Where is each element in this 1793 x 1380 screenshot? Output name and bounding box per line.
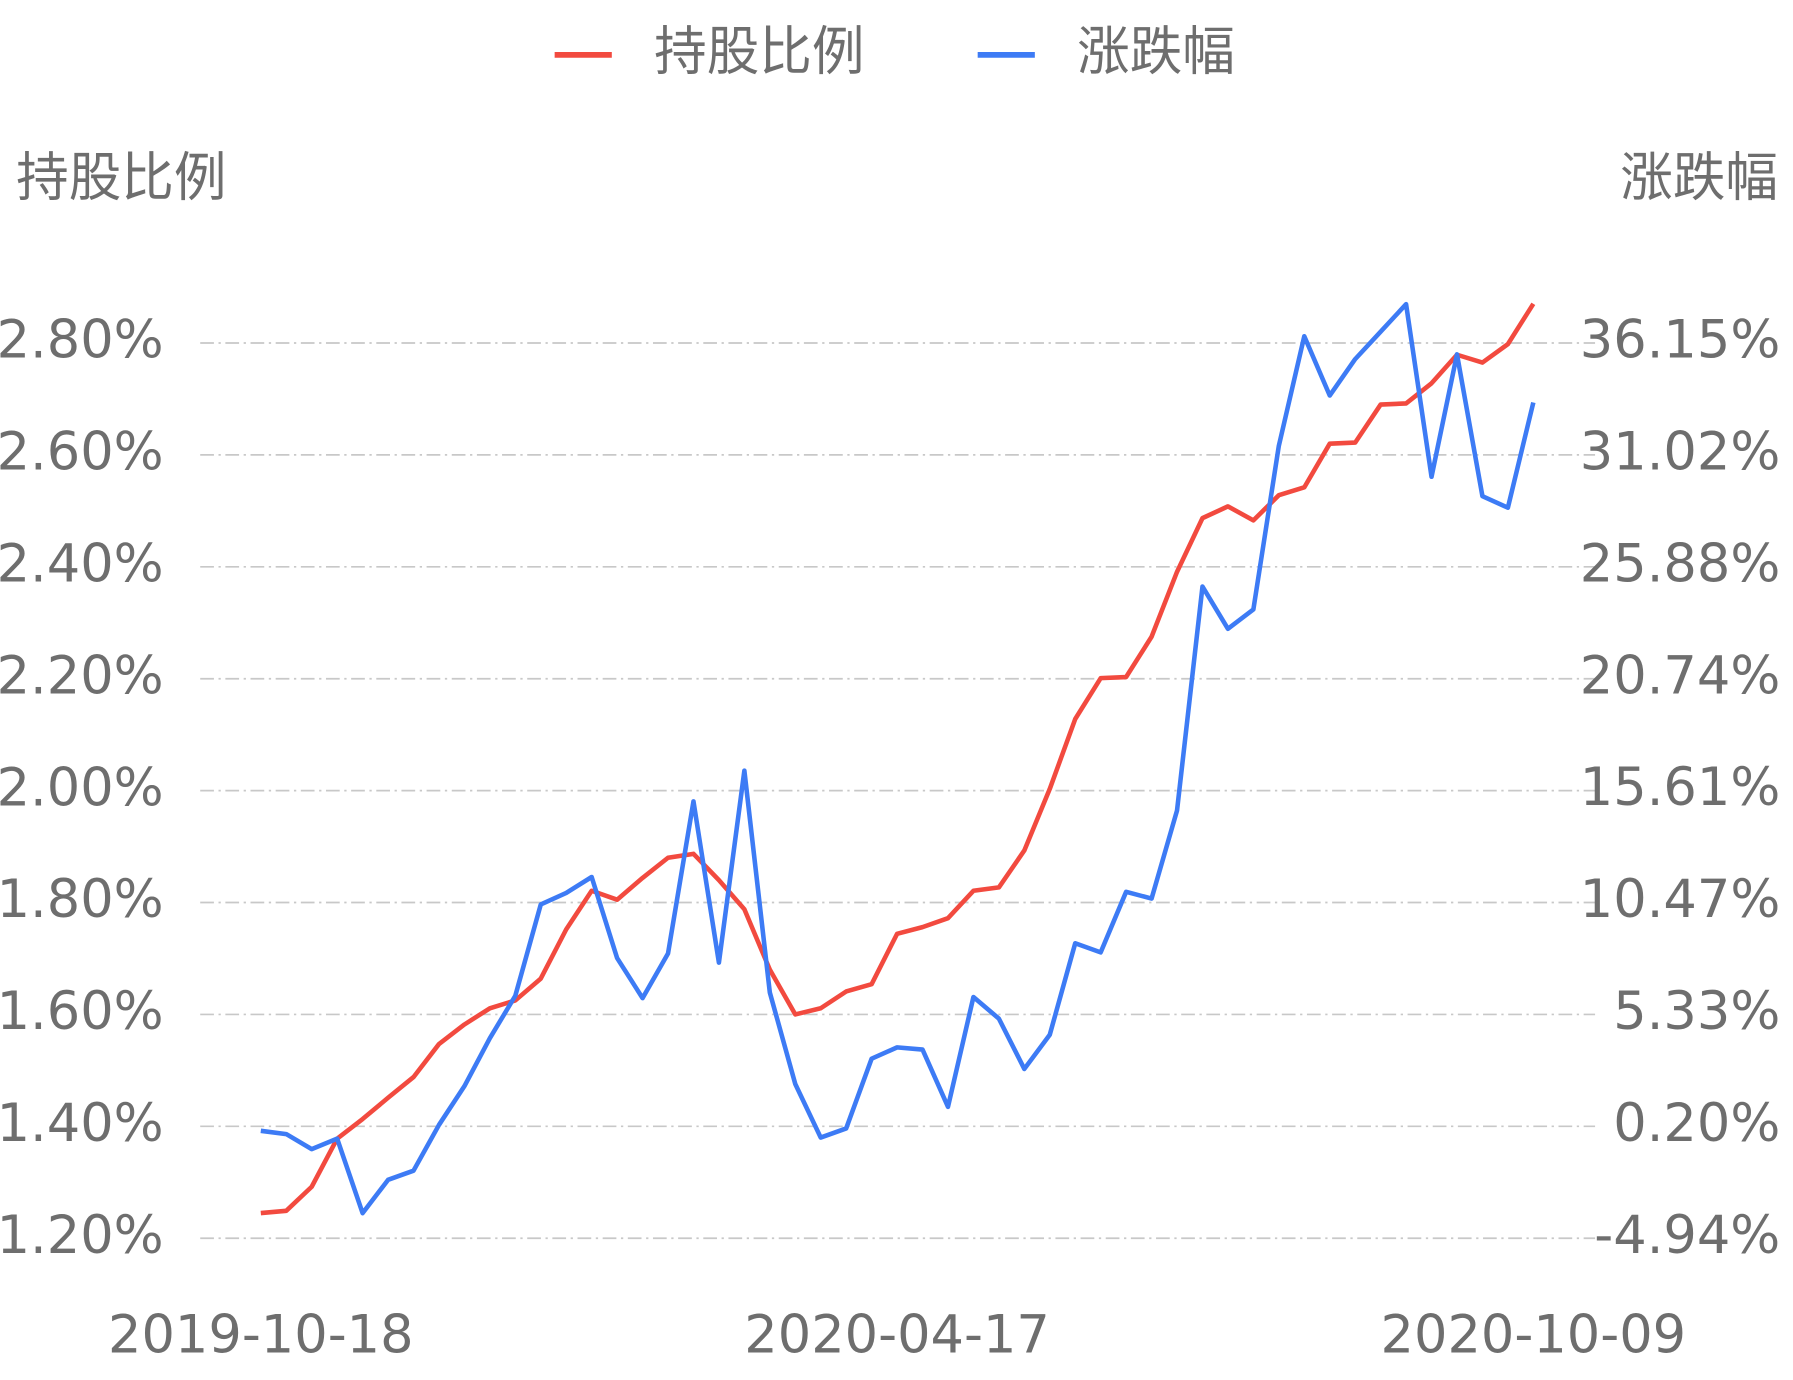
y-tick-label: 2.60% [0, 422, 164, 483]
y2-tick-label: 5.33% [1613, 981, 1780, 1042]
y2-tick-label: 25.88% [1580, 533, 1780, 594]
y-tick-label: 1.80% [0, 869, 164, 930]
y2-tick-label: -4.94% [1594, 1205, 1780, 1266]
x-tick-label: 2020-10-09 [1381, 1304, 1687, 1365]
x-tick-label: 2019-10-18 [108, 1304, 414, 1365]
x-tick-label: 2020-04-17 [744, 1304, 1050, 1365]
line-series [260, 302, 1536, 1216]
y-tick-label: 2.40% [0, 533, 164, 594]
y-tick-label: 2.20% [0, 645, 164, 706]
y2-axis-label: 涨跌幅 [1620, 147, 1778, 208]
y-tick-label: 1.40% [0, 1093, 164, 1154]
y2-tick-label: 31.02% [1580, 421, 1780, 482]
y-tick-label: 1.20% [0, 1205, 164, 1266]
y-axis-label: 持股比例 [16, 147, 226, 208]
line-series [260, 301, 1536, 1216]
y2-tick-label: 15.61% [1580, 757, 1780, 818]
legend-label: 涨跌幅 [1077, 22, 1235, 83]
y2-tick-label: 10.47% [1580, 869, 1780, 930]
y2-tick-label: 20.74% [1580, 645, 1780, 706]
y2-tick-label: 36.15% [1580, 310, 1780, 371]
y-tick-label: 2.00% [0, 757, 164, 818]
y2-tick-label: 0.20% [1613, 1093, 1780, 1154]
y-tick-label: 2.80% [0, 310, 164, 371]
legend-label: 持股比例 [654, 22, 864, 83]
y-tick-label: 1.60% [0, 981, 164, 1042]
